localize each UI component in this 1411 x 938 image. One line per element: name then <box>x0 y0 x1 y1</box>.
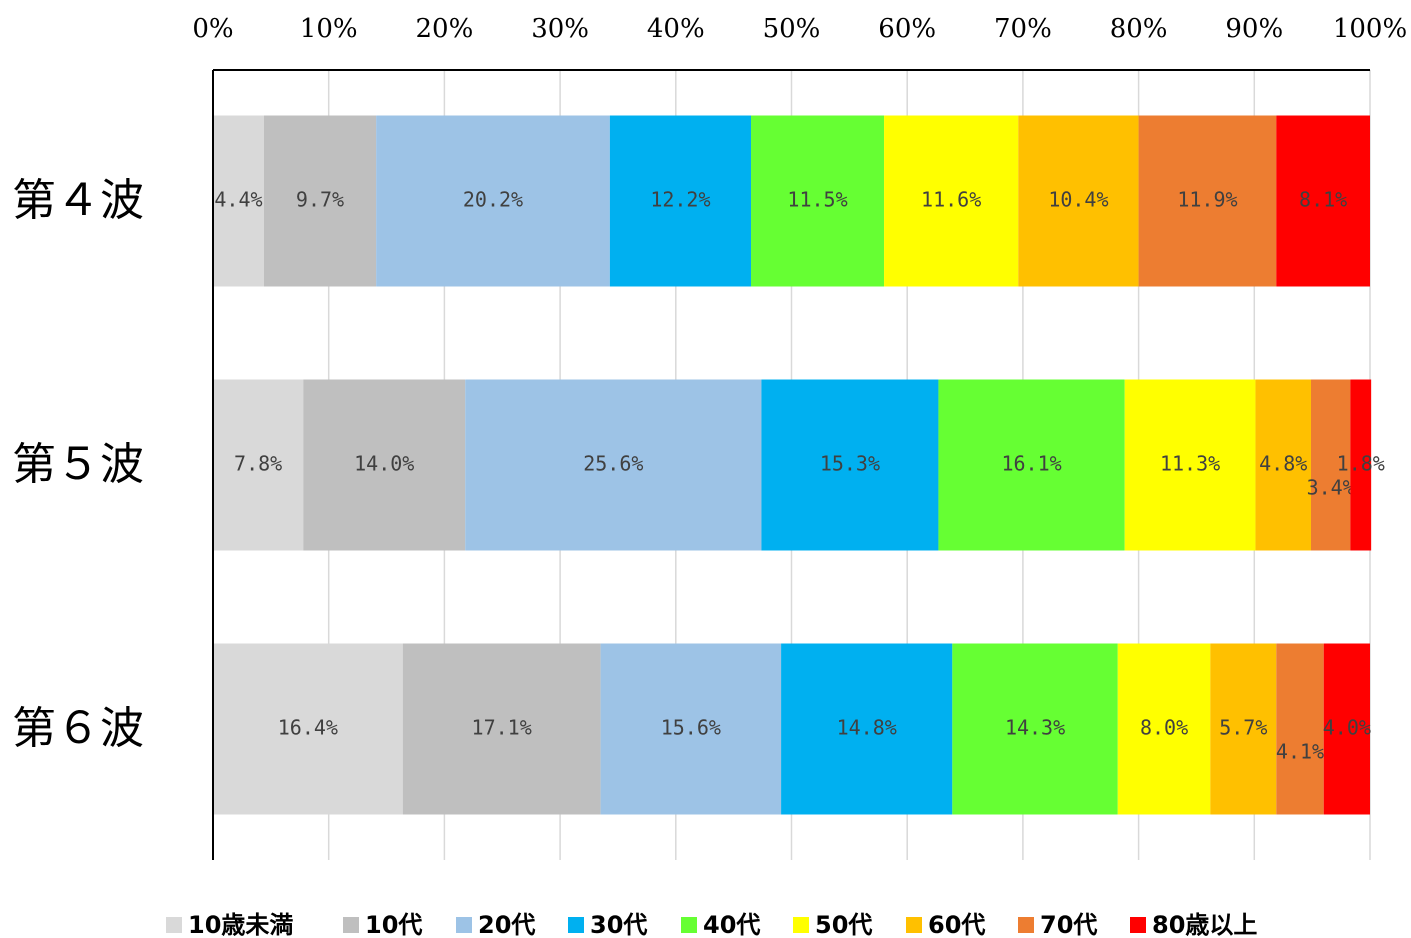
bar-segment <box>402 643 601 815</box>
bar-segment <box>938 379 1125 551</box>
legend-label: 10歳未満 <box>188 911 293 938</box>
legend-label: 50代 <box>815 911 872 938</box>
x-tick-label: 0% <box>192 14 233 44</box>
bar-segment <box>213 643 403 815</box>
legend-label: 60代 <box>928 911 985 938</box>
data-label: 3.4% <box>1307 476 1355 500</box>
bar-segment <box>1124 379 1256 551</box>
bar-segment <box>1310 379 1351 551</box>
legend-label: 10代 <box>365 911 422 938</box>
data-label: 8.1% <box>1299 188 1347 212</box>
bar-segment <box>609 115 752 287</box>
x-tick-label: 70% <box>994 14 1052 44</box>
data-label: 4.1% <box>1276 740 1324 764</box>
x-tick-label: 80% <box>1110 14 1168 44</box>
category-label: 第５波 <box>12 439 144 490</box>
data-label: 1.8% <box>1337 452 1385 476</box>
x-tick-label: 50% <box>763 14 821 44</box>
legend-label: 20代 <box>478 911 535 938</box>
legend-swatch <box>793 917 809 933</box>
bar-segment <box>1350 379 1372 551</box>
data-label: 11.6% <box>921 188 981 212</box>
bar-segment <box>1276 643 1324 815</box>
data-label: 11.3% <box>1160 452 1220 476</box>
x-tick-label: 90% <box>1225 14 1283 44</box>
bar-segment <box>751 115 885 287</box>
data-label: 15.3% <box>820 452 880 476</box>
legend-label: 70代 <box>1040 911 1097 938</box>
bar-segment <box>884 115 1019 287</box>
data-label: 4.0% <box>1323 716 1371 740</box>
legend-swatch <box>568 917 584 933</box>
bar-segment <box>1276 115 1370 287</box>
bar-segment <box>1323 643 1370 815</box>
bar-segment <box>263 115 377 287</box>
data-label: 5.7% <box>1219 716 1267 740</box>
legend-label: 40代 <box>703 911 760 938</box>
legend-swatch <box>1130 917 1146 933</box>
bar-segment <box>1138 115 1277 287</box>
bar-segment <box>376 115 610 287</box>
data-label: 12.2% <box>650 188 710 212</box>
legend-swatch <box>1018 917 1034 933</box>
data-label: 11.9% <box>1177 188 1237 212</box>
data-label: 8.0% <box>1140 716 1188 740</box>
bar-segment <box>303 379 466 551</box>
data-label: 25.6% <box>583 452 643 476</box>
legend-swatch <box>906 917 922 933</box>
data-label: 16.1% <box>1001 452 1061 476</box>
bar-segment <box>781 643 953 815</box>
data-label: 20.2% <box>463 188 523 212</box>
category-label: 第６波 <box>12 703 144 754</box>
x-tick-label: 100% <box>1333 14 1407 44</box>
bar-segment <box>1210 643 1277 815</box>
bar-segment <box>600 643 782 815</box>
bar-segment <box>761 379 939 551</box>
data-label: 7.8% <box>234 452 282 476</box>
category-label: 第４波 <box>12 175 144 226</box>
data-label: 9.7% <box>296 188 344 212</box>
data-label: 16.4% <box>278 716 338 740</box>
bar-segment <box>1255 379 1311 551</box>
data-label: 14.0% <box>354 452 414 476</box>
bar-segment <box>213 379 304 551</box>
legend-swatch <box>166 917 182 933</box>
data-label: 10.4% <box>1048 188 1108 212</box>
data-label: 17.1% <box>472 716 532 740</box>
data-label: 11.5% <box>787 188 847 212</box>
bar-segment <box>213 115 264 287</box>
x-tick-label: 30% <box>531 14 589 44</box>
bar-segment <box>465 379 762 551</box>
data-label: 4.4% <box>214 188 262 212</box>
bar-segment <box>952 643 1118 815</box>
data-label: 14.3% <box>1005 716 1065 740</box>
legend-label: 30代 <box>590 911 647 938</box>
data-label: 15.6% <box>661 716 721 740</box>
x-tick-label: 60% <box>878 14 936 44</box>
x-tick-label: 20% <box>416 14 474 44</box>
legend-swatch <box>681 917 697 933</box>
x-tick-label: 40% <box>647 14 705 44</box>
legend-label: 80歳以上 <box>1152 911 1257 938</box>
bar-segment <box>1018 115 1139 287</box>
legend-swatch <box>343 917 359 933</box>
data-label: 14.8% <box>837 716 897 740</box>
bar-segment <box>1117 643 1211 815</box>
x-tick-label: 10% <box>300 14 358 44</box>
legend-swatch <box>456 917 472 933</box>
data-label: 4.8% <box>1259 452 1307 476</box>
